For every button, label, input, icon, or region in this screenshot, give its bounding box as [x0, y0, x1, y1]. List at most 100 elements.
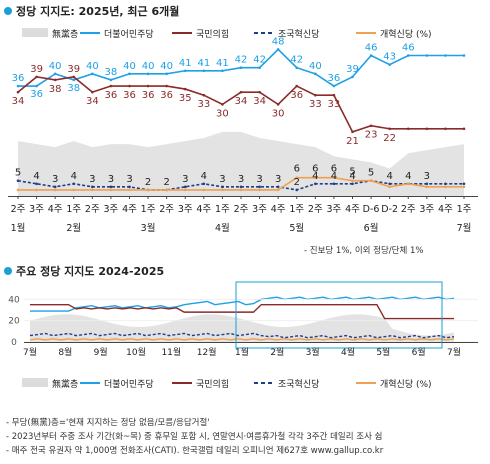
month-label: 4월 — [341, 346, 355, 358]
legend-label-reform: 개혁신당 (%) — [380, 29, 432, 40]
point-rebuild — [462, 182, 466, 186]
x-tick-label: 4주 — [438, 204, 453, 215]
point-ppp — [425, 127, 429, 131]
point-ppp — [258, 90, 261, 94]
data-label-reform: 6 — [312, 164, 318, 175]
data-label-dem: 40 — [86, 61, 99, 72]
point-reform — [239, 188, 243, 192]
y-tick-label: 0 — [11, 338, 17, 348]
data-label-ppp: 38 — [49, 84, 62, 95]
point-rebuild — [53, 185, 57, 189]
month-label: 5월 — [289, 222, 304, 234]
data-label-dem: 41 — [197, 58, 210, 69]
month-label: 11월 — [161, 346, 181, 358]
data-label-rebuild: 3 — [424, 171, 430, 182]
legend-label-none: 無黨층 — [52, 28, 78, 40]
note-minor-parties: - 진보당 1%, 이외 정당/단체 1% — [304, 246, 424, 256]
point-reform — [202, 188, 206, 192]
data-label-ppp: 36 — [160, 90, 173, 101]
data-label-ppp: 33 — [328, 99, 341, 110]
point-rebuild — [314, 182, 317, 186]
data-label-rebuild: 3 — [275, 174, 281, 185]
legend-label-none: 無黨층 — [52, 378, 78, 390]
data-label-rebuild: 4 — [201, 171, 207, 182]
data-label-dem: 40 — [309, 61, 322, 72]
point-reform — [314, 176, 317, 179]
data-label-dem: 46 — [365, 42, 378, 53]
series-line-rebuild — [29, 332, 455, 339]
data-label-ppp: 36 — [290, 90, 303, 101]
x-tick-label: 3주 — [29, 204, 44, 215]
point-ppp — [109, 84, 113, 88]
point-ppp — [444, 127, 447, 131]
month-label: 3월 — [141, 222, 156, 234]
x-tick-label: 3주 — [252, 204, 267, 215]
legend-swatch-none — [22, 378, 48, 387]
point-ppp — [165, 84, 168, 88]
data-label-rebuild: 3 — [182, 174, 188, 185]
data-label-rebuild: 4 — [349, 171, 355, 182]
point-ppp — [202, 93, 206, 97]
point-rebuild — [239, 185, 243, 189]
point-reform — [276, 188, 280, 192]
point-ppp — [16, 90, 20, 94]
series-area-none — [30, 314, 454, 342]
data-label-ppp: 33 — [197, 99, 210, 110]
point-rebuild — [109, 185, 113, 189]
month-label: 7월 — [447, 346, 461, 358]
point-ppp — [388, 127, 391, 131]
point-dem — [406, 54, 410, 57]
x-tick-label: 2주 — [308, 204, 323, 215]
point-dem — [295, 66, 299, 70]
data-label-rebuild: 4 — [331, 171, 337, 182]
point-dem — [425, 54, 429, 57]
data-label-dem: 41 — [179, 58, 192, 69]
point-ppp — [332, 93, 336, 97]
legend-label-rebuild: 조국혁신당 — [278, 29, 319, 40]
point-dem — [128, 72, 131, 76]
data-label-ppp: 21 — [346, 136, 359, 147]
y-tick-label: 20 — [8, 317, 20, 327]
x-tick-label: 3주 — [327, 204, 342, 215]
month-label: 1월 — [11, 222, 26, 234]
month-label: 9월 — [94, 346, 108, 358]
month-label: 6월 — [364, 222, 379, 234]
point-dem — [276, 48, 280, 51]
data-label-dem: 46 — [402, 42, 415, 53]
data-label-rebuild: 2 — [163, 177, 169, 188]
x-tick-label: 1주 — [215, 204, 230, 215]
point-reform — [146, 188, 150, 192]
x-tick-label: 4주 — [48, 204, 63, 215]
x-tick-label: 2주 — [234, 204, 249, 215]
x-tick-label: 2주 — [401, 204, 416, 215]
point-dem — [332, 84, 336, 88]
point-ppp — [183, 87, 187, 91]
legend-label-ppp: 국민의힘 — [196, 29, 229, 40]
point-ppp — [239, 90, 243, 94]
data-label-dem: 40 — [142, 61, 155, 72]
point-reform — [332, 176, 336, 179]
x-tick-label: D-6 — [363, 204, 380, 215]
x-tick-label: D-2 — [381, 204, 398, 215]
data-label-rebuild: 3 — [256, 174, 262, 185]
point-rebuild — [351, 182, 354, 186]
data-label-ppp: 33 — [309, 99, 322, 110]
footnote-2: - 2023년부터 주중 조사 기간(화~목) 중 휴무일 포함 시, 연말연시… — [6, 432, 383, 442]
point-dem — [183, 69, 187, 73]
point-rebuild — [388, 182, 391, 186]
series-line-reform — [29, 338, 455, 341]
legend-label-ppp: 국민의힘 — [196, 379, 229, 390]
legend-label-dem: 더불어민주당 — [104, 29, 154, 40]
point-dem — [369, 54, 373, 57]
x-tick-label: 4주 — [345, 204, 360, 215]
data-label-ppp: 22 — [383, 133, 396, 144]
point-rebuild — [425, 182, 429, 186]
point-dem — [314, 72, 317, 76]
point-reform — [425, 185, 429, 189]
point-reform — [369, 179, 373, 183]
point-ppp — [128, 84, 131, 88]
data-label-rebuild: 3 — [52, 174, 58, 185]
point-rebuild — [16, 179, 20, 183]
point-dem — [239, 66, 243, 70]
